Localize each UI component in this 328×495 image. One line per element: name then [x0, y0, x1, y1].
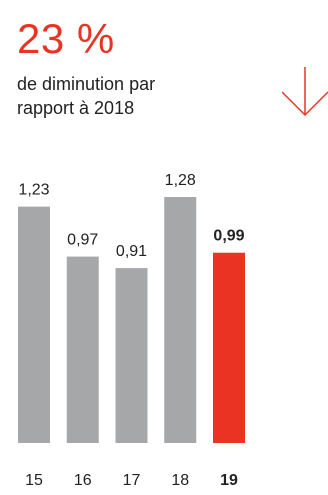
value-label-19: 0,99: [213, 228, 244, 245]
headline-description-line-1: de diminution par: [17, 74, 156, 94]
bar-15: [18, 206, 50, 443]
headline-value: 23 %: [17, 15, 115, 62]
x-tick-label-15: 15: [25, 472, 43, 489]
value-label-16: 0,97: [67, 232, 98, 249]
value-label-15: 1,23: [18, 182, 49, 199]
x-tick-label-19: 19: [220, 472, 238, 489]
bar-18: [164, 197, 197, 443]
x-tick-label-17: 17: [123, 472, 141, 489]
bar-19: [213, 252, 245, 443]
x-tick-label-18: 18: [171, 472, 189, 489]
x-tick-label-16: 16: [74, 472, 92, 489]
bar-16: [66, 256, 99, 443]
value-label-17: 0,91: [116, 243, 147, 260]
arrow-down-icon: [282, 67, 328, 117]
bar-17: [115, 268, 148, 443]
value-label-18: 1,28: [165, 172, 196, 189]
headline-description: de diminution par rapport à 2018: [17, 72, 227, 120]
headline-description-line-2: rapport à 2018: [17, 98, 135, 118]
